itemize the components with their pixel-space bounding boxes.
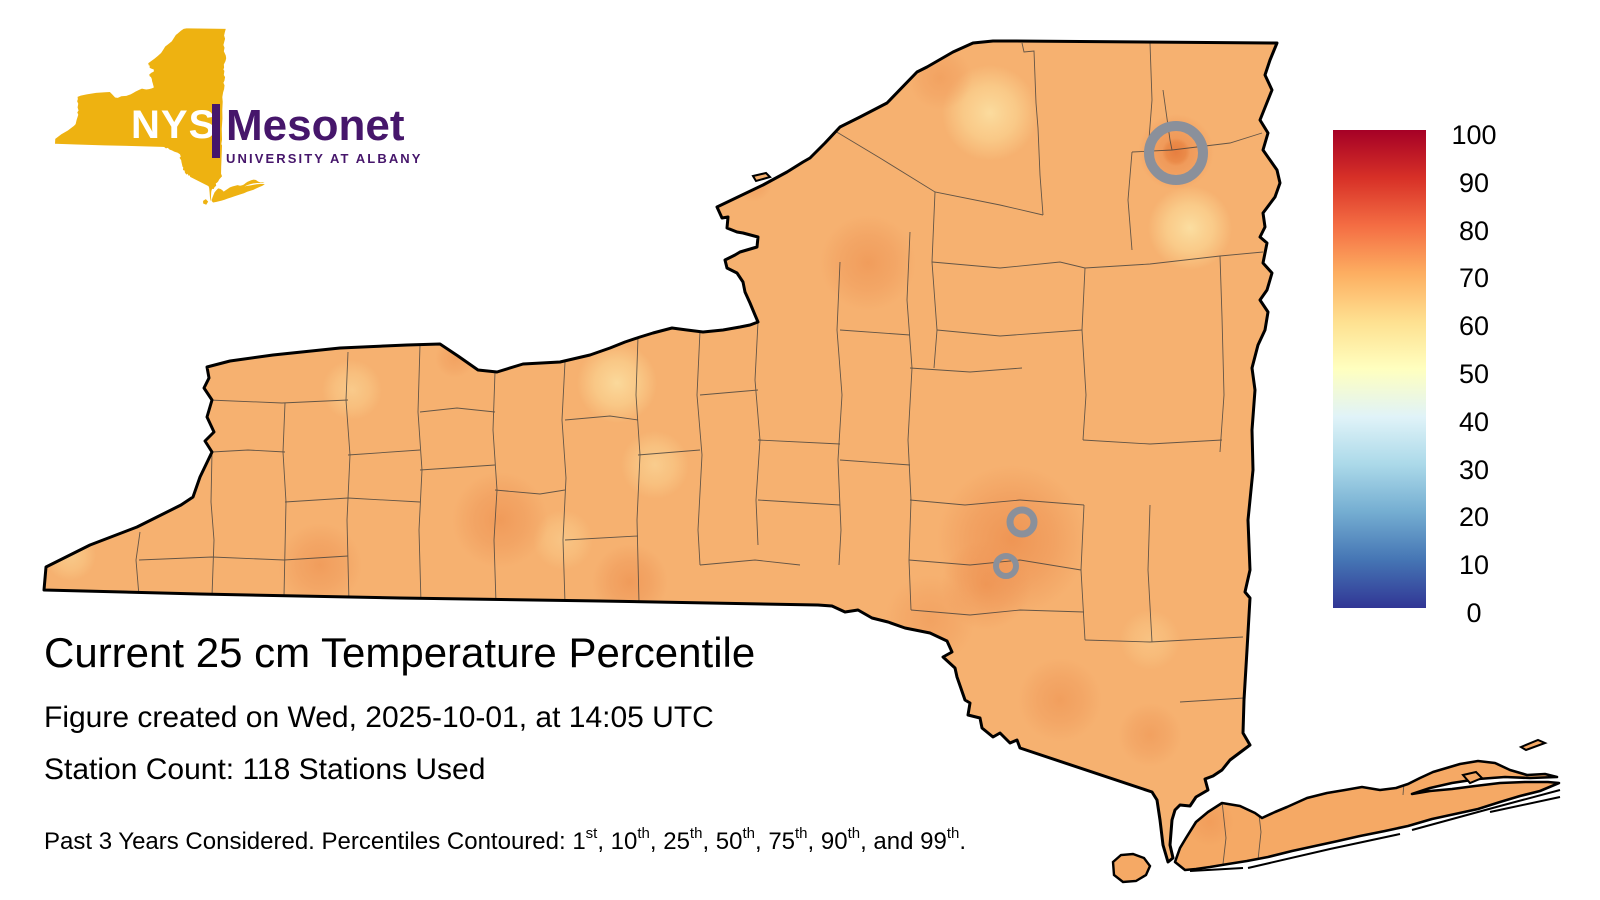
colorbar-tick-label: 60 — [1458, 311, 1490, 342]
county-borders — [135, 42, 1406, 865]
high-percentile-blob — [1186, 798, 1234, 846]
colorbar-tick-label: 100 — [1451, 120, 1497, 150]
contour-ring — [1006, 506, 1038, 538]
high-percentile-blob — [820, 215, 916, 311]
high-percentile-blob — [278, 523, 362, 607]
lake-ontario-island — [751, 171, 772, 183]
low-percentile-blob — [322, 360, 382, 420]
logo-mesonet-text: Mesonet — [226, 101, 405, 150]
colorbar-tick-label: 90 — [1458, 167, 1490, 198]
high-percentile-blob — [908, 46, 972, 110]
contour-ring — [1144, 121, 1208, 185]
shelter-island — [1461, 770, 1484, 785]
logo-state-shape — [54, 28, 265, 205]
colorbar-tick-label: 30 — [1458, 454, 1490, 485]
plum-island — [1518, 738, 1548, 752]
contour-ring — [993, 553, 1019, 579]
high-percentile-blob — [1118, 703, 1182, 767]
logo-divider — [212, 104, 220, 158]
colorbar-tick-label: 70 — [1458, 263, 1490, 294]
logo-nys-text: NYS — [131, 103, 217, 147]
colorbar-tick-label: 10 — [1458, 550, 1490, 581]
figure-created-text: Figure created on Wed, 2025-10-01, at 14… — [44, 701, 714, 734]
low-percentile-blob — [1120, 610, 1180, 670]
staten-island — [1111, 852, 1152, 884]
footnote-text: Past 3 Years Considered. Percentiles Con… — [44, 825, 967, 855]
colorbar-tick-label: 0 — [1466, 598, 1482, 628]
colorbar-tick-label: 80 — [1458, 215, 1490, 246]
logo-university-text: UNIVERSITY AT ALBANY — [226, 151, 423, 166]
colorbar-gradient — [1333, 130, 1426, 608]
high-percentile-blob — [885, 575, 975, 665]
low-percentile-blob — [1148, 186, 1232, 270]
high-percentile-blob — [452, 472, 548, 568]
colorbar-tick-label: 20 — [1458, 502, 1490, 533]
barrier-islands — [1189, 789, 1561, 872]
colorbar-tick-label: 40 — [1458, 406, 1490, 437]
colorbar-tick-label: 50 — [1458, 359, 1490, 389]
station-count-text: Station Count: 118 Stations Used — [44, 753, 486, 786]
low-percentile-blob — [621, 431, 689, 499]
high-percentile-blob — [592, 544, 668, 620]
hotspot-core-blob — [1162, 138, 1190, 166]
high-percentile-blob — [1018, 658, 1102, 742]
colorbar-tick-labels: 100 90 80 70 60 50 40 30 20 10 0 — [1428, 120, 1520, 628]
contour-rings — [993, 121, 1208, 579]
page-title: Current 25 cm Temperature Percentile — [44, 629, 756, 676]
